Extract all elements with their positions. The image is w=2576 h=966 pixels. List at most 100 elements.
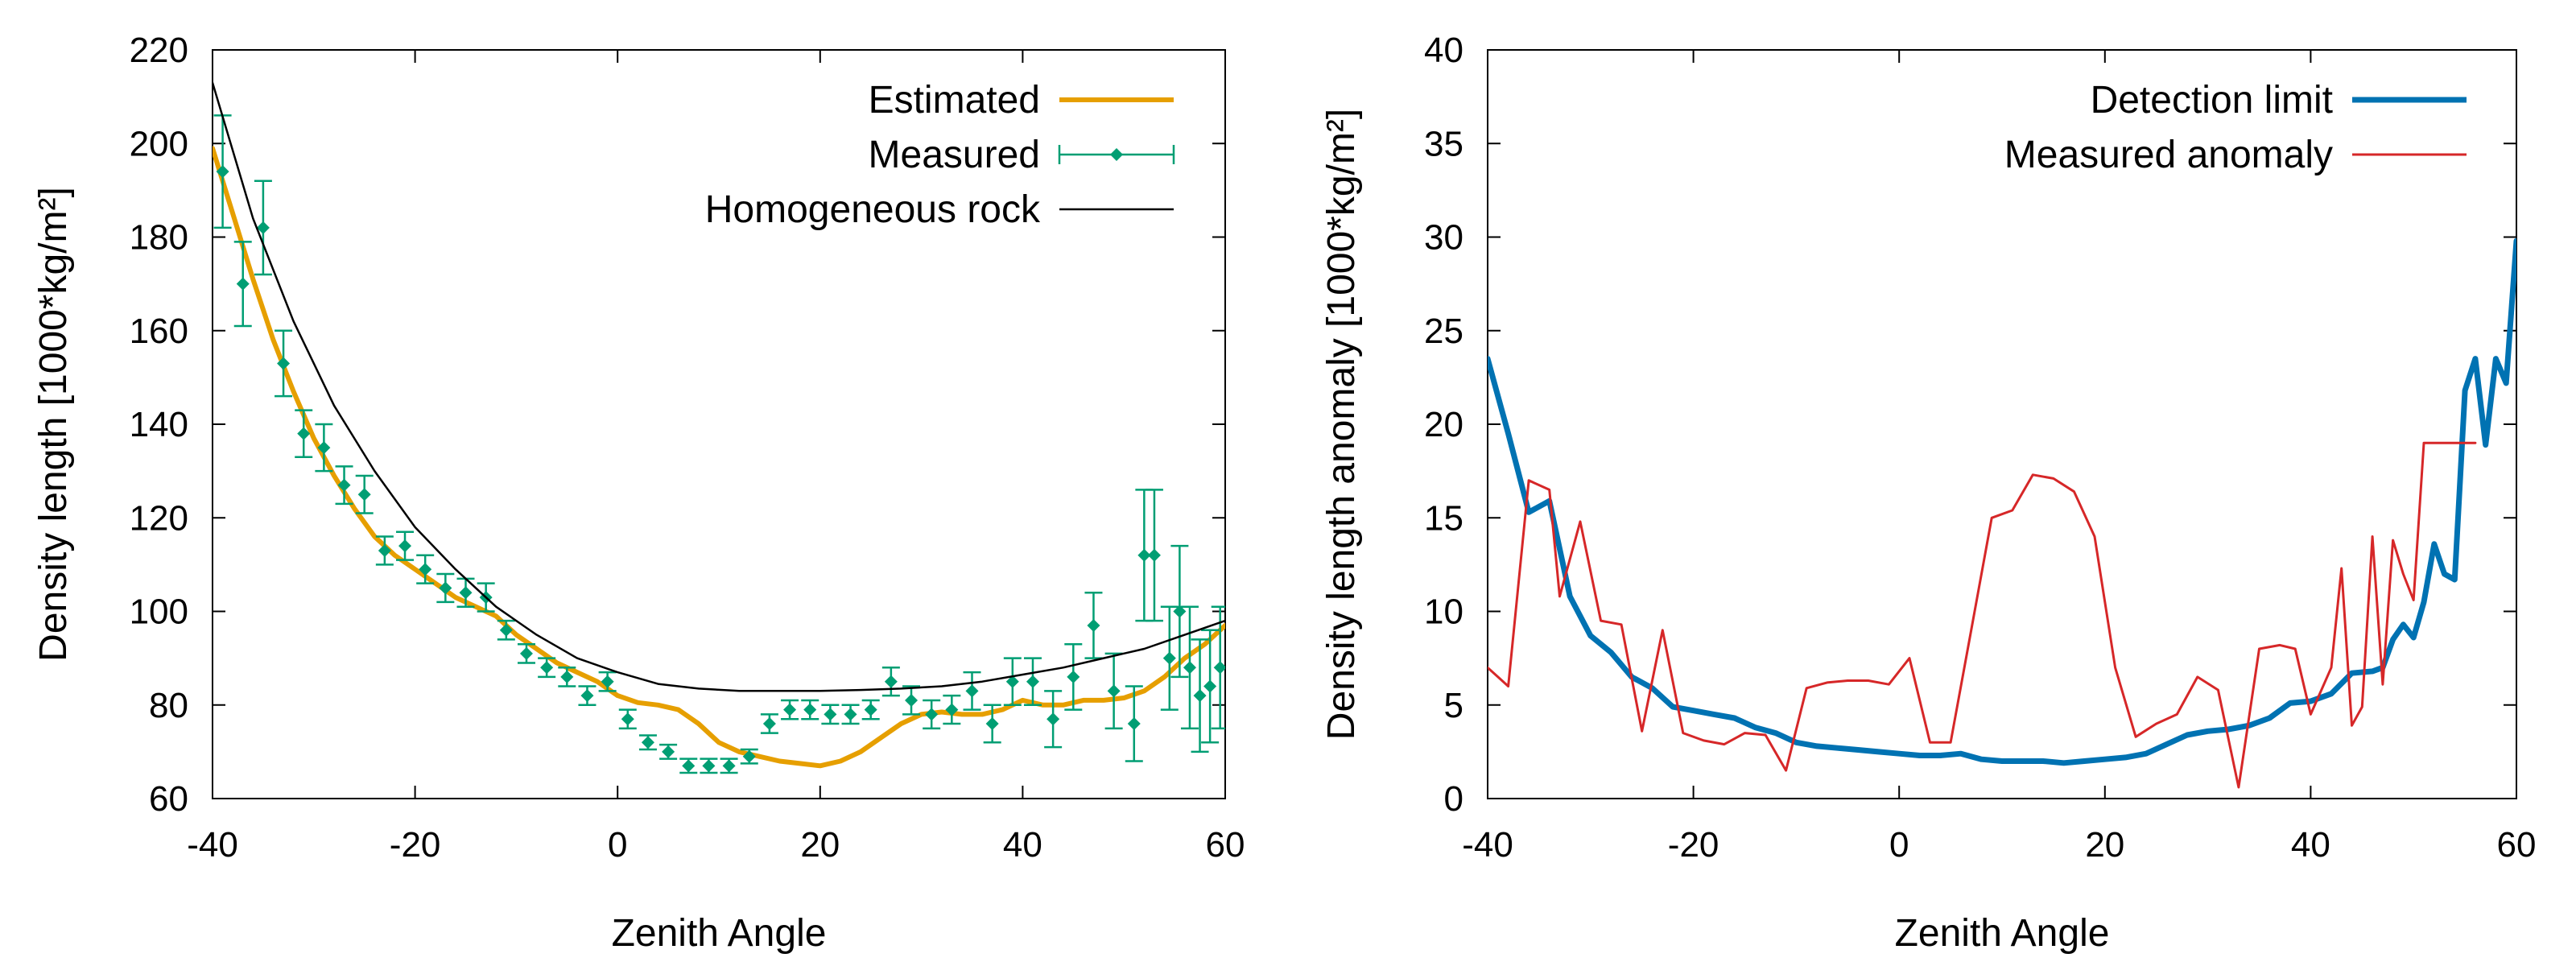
x-tick-label: 0 (608, 825, 627, 865)
y-tick-label: 40 (1424, 31, 1463, 70)
series-estimated (213, 146, 1225, 769)
data-point (965, 684, 979, 698)
x-tick-label: 60 (1206, 825, 1245, 865)
legend-item: Homogeneous rock (705, 188, 1174, 231)
data-point (236, 277, 250, 291)
data-point (905, 693, 919, 707)
data-point (439, 581, 452, 595)
axis-ticks: -40 -20 0 20 40 60 0 5 10 15 20 25 30 35 40 (1424, 31, 2536, 865)
y-axis-title: Density length [1000*kg/m²] (32, 187, 75, 662)
data-point (621, 712, 634, 726)
legend: Estimated Measured Homogeneous rock (705, 79, 1175, 231)
data-point (1005, 675, 1019, 688)
density-length-chart: -40 -20 0 20 40 60 60 80 100 120 140 160 180 200 220 Ze… (32, 31, 1245, 955)
y-tick-label: 100 (130, 592, 188, 632)
y-tick-label: 20 (1424, 405, 1463, 444)
data-point (256, 221, 270, 234)
data-point (824, 708, 837, 721)
x-tick-label: -20 (390, 825, 441, 865)
data-point (1147, 548, 1161, 562)
data-point (742, 749, 756, 763)
x-tick-label: -40 (1462, 825, 1513, 865)
data-point (1137, 548, 1151, 562)
data-point (499, 623, 513, 637)
legend-item: Detection limit (2091, 79, 2467, 122)
y-tick-label: 220 (130, 31, 188, 70)
data-point (884, 675, 898, 688)
data-point (1107, 684, 1121, 698)
legend-label: Detection limit (2091, 79, 2333, 122)
data-point (1203, 679, 1217, 693)
legend-item: Estimated (869, 79, 1174, 122)
series-detection-limit (1488, 237, 2516, 766)
legend-label: Estimated (869, 79, 1040, 122)
y-tick-label: 0 (1444, 779, 1463, 819)
x-tick-label: 60 (2497, 825, 2537, 865)
y-tick-label: 140 (130, 405, 188, 444)
data-point (580, 689, 594, 703)
data-point (519, 646, 533, 660)
plot-frame (1487, 49, 2517, 799)
data-point (682, 759, 696, 773)
y-tick-label: 180 (130, 218, 188, 258)
data-point (762, 717, 776, 730)
density-anomaly-chart: -40 -20 0 20 40 60 0 5 10 15 20 25 30 35 40 Zenith Angl… (1320, 31, 2536, 955)
data-point (844, 708, 857, 721)
data-point (925, 708, 939, 721)
series-line (1488, 441, 2477, 789)
data-point (1087, 618, 1100, 632)
x-tick-label: 40 (1003, 825, 1042, 865)
data-point (864, 703, 877, 716)
data-point (945, 703, 959, 716)
data-point (459, 586, 473, 600)
y-tick-label: 25 (1424, 312, 1463, 351)
legend-item: Measured (869, 134, 1175, 176)
data-point (216, 165, 229, 179)
x-tick-label: 40 (2291, 825, 2330, 865)
data-point (1067, 670, 1080, 683)
data-point (803, 703, 817, 716)
data-point (277, 357, 291, 370)
data-point (722, 759, 736, 773)
x-tick-label: 20 (800, 825, 840, 865)
data-point (1183, 661, 1196, 675)
data-point (540, 661, 554, 675)
x-tick-label: 20 (2085, 825, 2124, 865)
series-measured (213, 114, 1225, 774)
data-point (985, 717, 999, 730)
data-point (337, 478, 351, 492)
series-line (213, 81, 1225, 692)
data-point (1193, 689, 1207, 703)
y-tick-label: 10 (1424, 592, 1463, 632)
y-tick-label: 120 (130, 498, 188, 538)
data-point (662, 745, 675, 758)
legend: Detection limit Measured anomaly (2004, 79, 2467, 176)
y-tick-label: 15 (1424, 498, 1463, 538)
data-point (378, 543, 391, 557)
x-tick-label: -20 (1668, 825, 1719, 865)
data-point (1046, 712, 1060, 726)
data-point (702, 759, 716, 773)
data-point (317, 441, 331, 455)
y-tick-label: 35 (1424, 124, 1463, 163)
data-point (1127, 717, 1141, 730)
x-tick-label: -40 (187, 825, 238, 865)
x-axis-title: Zenith Angle (612, 912, 827, 955)
series-measured-anomaly (1488, 441, 2477, 789)
y-tick-label: 30 (1424, 218, 1463, 258)
y-tick-label: 200 (130, 124, 188, 163)
y-axis-title: Density length anomaly [1000*kg/m²] (1320, 109, 1363, 740)
data-point (641, 736, 654, 749)
series-homogeneous-rock (213, 81, 1225, 692)
legend-item: Measured anomaly (2004, 134, 2467, 176)
data-point (357, 488, 371, 502)
legend-label: Measured (869, 134, 1040, 176)
series-line (1488, 237, 2516, 766)
y-tick-label: 160 (130, 312, 188, 351)
data-point (297, 427, 311, 440)
data-point (601, 675, 614, 688)
data-point (560, 670, 574, 683)
y-tick-label: 80 (149, 686, 188, 725)
x-axis-title: Zenith Angle (1895, 912, 2110, 955)
